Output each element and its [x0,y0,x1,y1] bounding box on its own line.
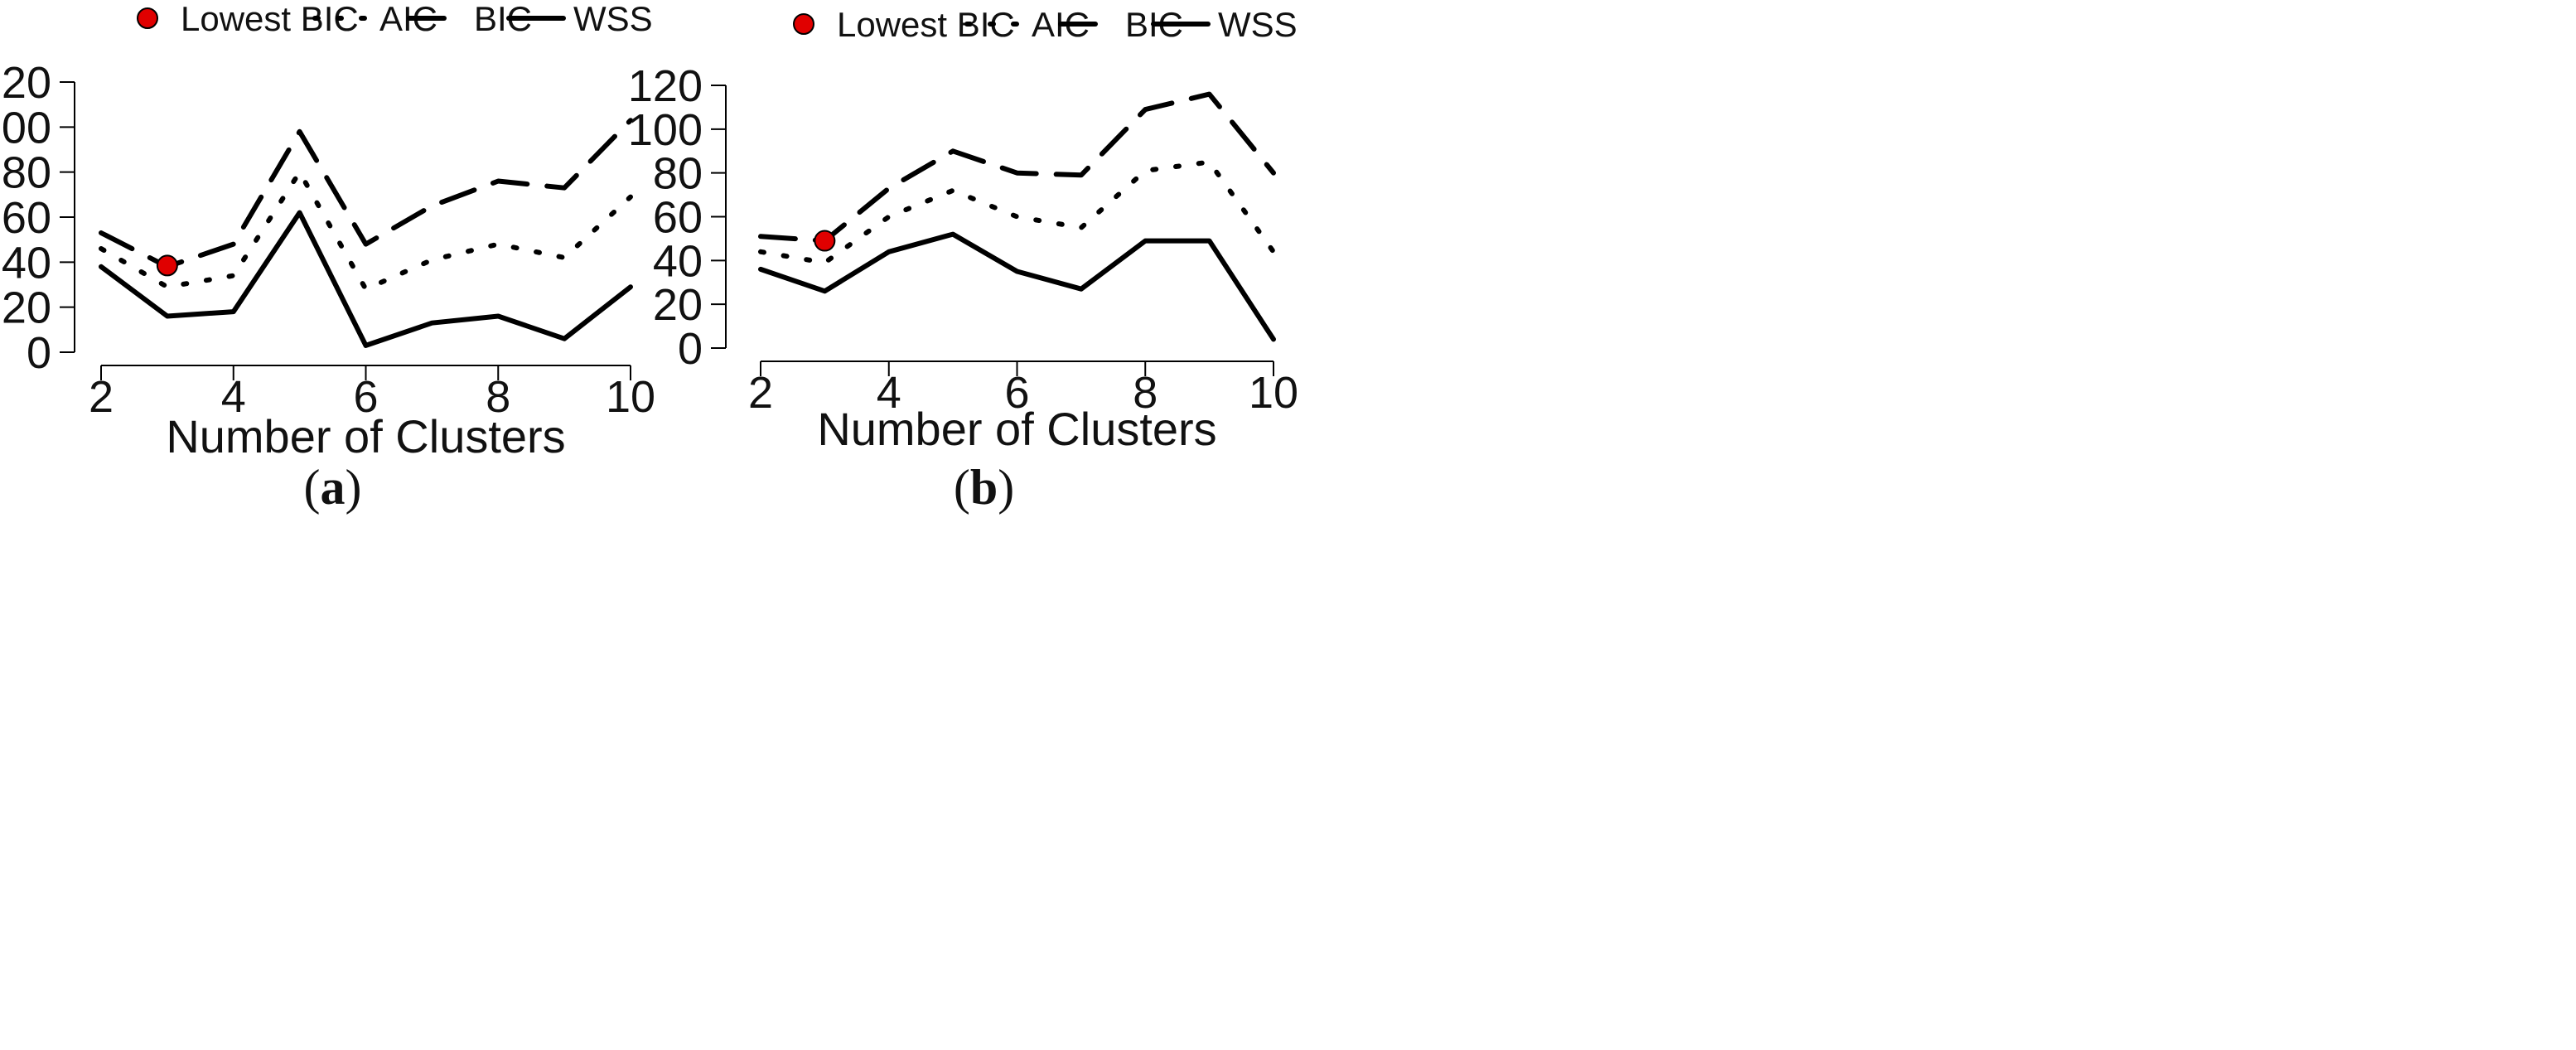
legend-marker-lowest-bic-a [137,7,158,29]
panel-label-letter-b: b [970,460,998,515]
y-tick-label-60-a: 60 [2,193,51,243]
y-tick-label-60-b: 60 [653,193,703,243]
y-tick-label-0-a: 0 [27,328,51,378]
panel-label-letter-a: a [321,460,346,515]
lowest-bic-marker-b [814,230,836,252]
y-tick-label-120-b: 120 [628,61,703,111]
legend-marker-lowest-bic-b [793,13,814,35]
x-tick-label-6-b: 6 [1004,368,1029,418]
legend-a: Lowest BIC AIC BIC WSS [137,0,653,38]
x-tick-label-10-a: 10 [606,372,655,422]
x-axis-a: 2 4 6 8 10 [89,365,655,422]
legend-label-wss-b: WSS [1218,5,1298,44]
series-line-aic-a [99,169,633,292]
y-tick-label-20-b: 20 [653,280,703,330]
y-tick-label-20-a: 20 [2,283,51,333]
legend-label-wss-a: WSS [573,0,653,38]
legend-label-lowest-bic-a: Lowest BIC [181,0,359,38]
x-tick-label-4-b: 4 [877,368,901,418]
series-line-aic-b [758,159,1276,265]
legend-b: Lowest BIC AIC BIC WSS [793,5,1298,44]
panel-label-open-b: ( [954,460,970,515]
panel-label-close-b: ) [998,460,1014,515]
y-tick-label-40-a: 40 [2,238,51,288]
y-tick-label-120-a: 120 [0,58,51,108]
panel-label-a: (a) [304,460,362,515]
x-tick-label-10-b: 10 [1249,368,1298,418]
x-axis-title-b: Number of Clusters [817,403,1216,455]
x-tick-label-8-b: 8 [1133,368,1158,418]
x-tick-label-2-b: 2 [748,368,773,418]
x-tick-label-6-a: 6 [353,372,378,422]
y-tick-label-100-b: 100 [628,105,703,155]
y-tick-label-40-b: 40 [653,236,703,286]
series-line-bic-b [758,91,1276,244]
x-tick-label-2-a: 2 [89,372,114,422]
y-tick-label-100-a: 100 [0,103,51,152]
x-axis-title-a: Number of Clusters [166,410,565,462]
legend-label-lowest-bic-b: Lowest BIC [837,5,1015,44]
series-line-bic-a [99,118,633,269]
panel-label-b: (b) [954,460,1014,515]
series-line-wss-a [99,210,633,348]
x-tick-label-8-a: 8 [486,372,510,422]
y-tick-label-80-a: 80 [2,148,51,198]
lowest-bic-marker-a [156,254,178,277]
y-tick-label-80-b: 80 [653,149,703,199]
x-axis-b: 2 4 6 8 10 [748,360,1298,418]
series-line-wss-b [758,231,1276,342]
y-tick-label-0-b: 0 [678,324,703,374]
panel-label-close-a: ) [346,460,362,515]
x-tick-label-4-a: 4 [221,372,246,422]
panel-label-open-a: ( [304,460,321,515]
